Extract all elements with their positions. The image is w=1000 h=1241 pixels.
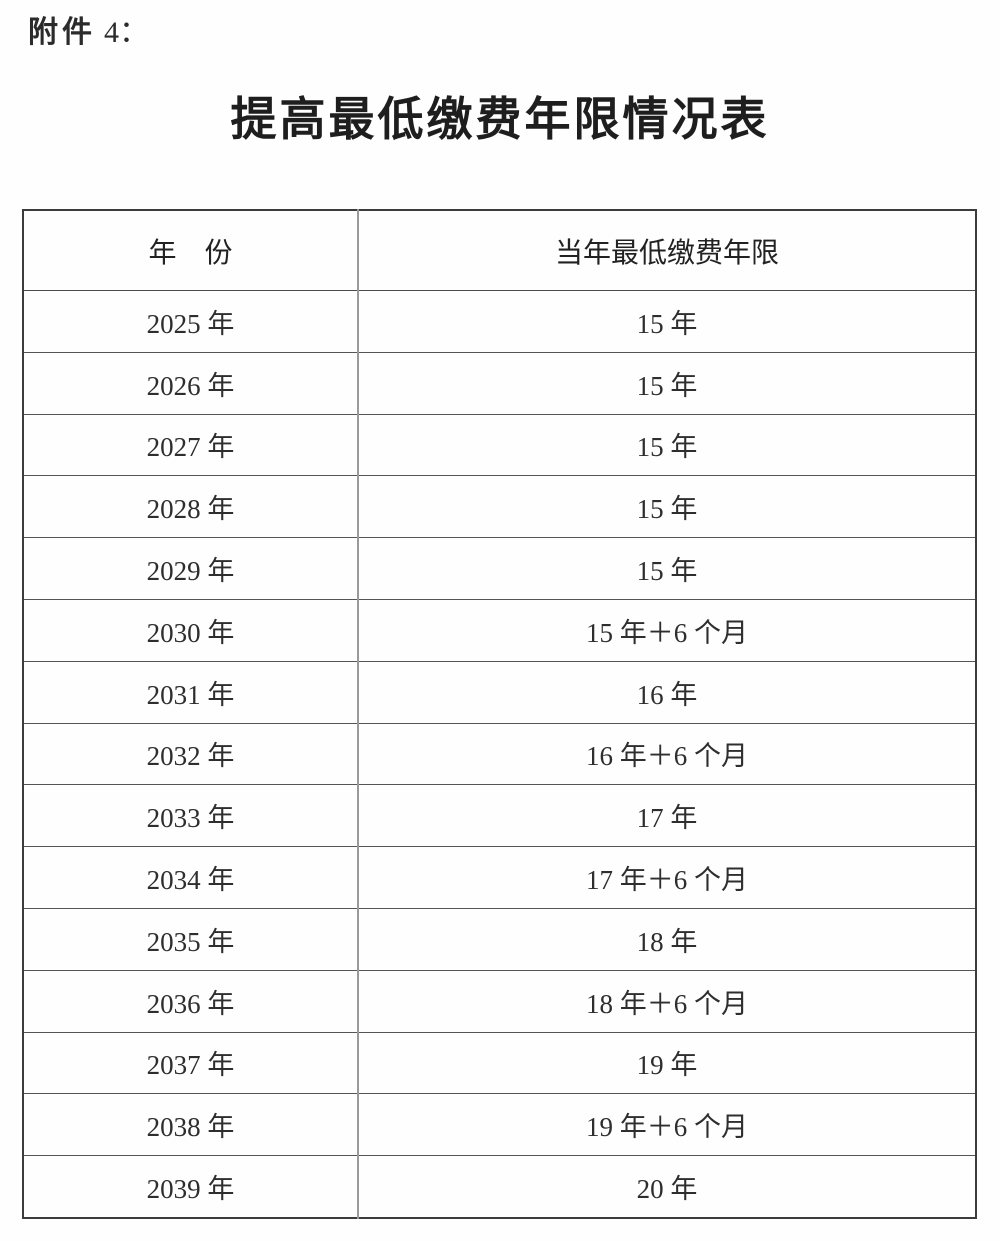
- table-row: 2025 年 15 年: [23, 290, 976, 353]
- min-years-cell: 15 年: [358, 290, 976, 353]
- min-years-cell: 16 年: [358, 660, 976, 724]
- year-cell: 2038 年: [23, 1093, 359, 1156]
- table-row: 2036 年 18 年＋6 个月: [23, 969, 976, 1033]
- attachment-label: 附件 4：: [28, 12, 149, 54]
- table-row: 2026 年 15 年: [23, 351, 976, 415]
- year-cell: 2035 年: [23, 907, 359, 971]
- min-years-cell: 17 年＋6 个月: [358, 846, 976, 909]
- table-row: 2038 年 19 年＋6 个月: [23, 1093, 976, 1156]
- year-cell: 2026 年: [23, 351, 359, 415]
- attachment-label-number: 4：: [104, 16, 149, 49]
- min-years-cell: 17 年: [358, 784, 976, 847]
- year-cell: 2028 年: [23, 475, 359, 538]
- min-years-cell: 15 年: [358, 537, 976, 600]
- table-row: 2030 年 15 年＋6 个月: [23, 598, 976, 662]
- year-cell: 2036 年: [23, 969, 359, 1033]
- year-cell: 2027 年: [23, 413, 359, 476]
- min-years-cell: 15 年＋6 个月: [358, 598, 976, 662]
- min-years-cell: 15 年: [358, 351, 976, 415]
- table-row: 2027 年 15 年: [23, 413, 976, 476]
- min-years-cell: 15 年: [358, 475, 976, 538]
- table-row: 2031 年 16 年: [23, 660, 976, 724]
- attachment-label-text: 附件: [28, 16, 96, 49]
- min-years-cell: 18 年: [358, 907, 976, 971]
- year-cell: 2030 年: [23, 598, 359, 662]
- table-row: 2035 年 18 年: [23, 907, 976, 971]
- min-years-cell: 16 年＋6 个月: [358, 722, 976, 785]
- min-years-cell: 18 年＋6 个月: [358, 969, 976, 1033]
- table-row: 2037 年 19 年: [23, 1031, 976, 1094]
- table-row: 2033 年 17 年: [23, 784, 976, 847]
- page-title: 提高最低缴费年限情况表: [230, 94, 770, 145]
- table-row: 2029 年 15 年: [23, 537, 976, 600]
- table-row: 2028 年 15 年: [23, 475, 976, 538]
- year-cell: 2025 年: [23, 290, 359, 353]
- min-years-cell: 20 年: [358, 1155, 976, 1218]
- year-cell: 2033 年: [23, 784, 359, 847]
- min-years-cell: 15 年: [358, 413, 976, 476]
- year-cell: 2034 年: [23, 846, 359, 909]
- contribution-years-table: 年 份 当年最低缴费年限 2025 年 15 年 2026 年 15 年 202…: [22, 209, 977, 1219]
- year-cell: 2032 年: [23, 722, 359, 785]
- min-years-column-header: 当年最低缴费年限: [358, 210, 976, 291]
- table-header-row: 年 份 当年最低缴费年限: [23, 210, 976, 291]
- min-years-cell: 19 年: [358, 1031, 976, 1094]
- year-cell: 2037 年: [23, 1031, 359, 1094]
- table-container: 年 份 当年最低缴费年限 2025 年 15 年 2026 年 15 年 202…: [22, 209, 977, 1219]
- min-years-cell: 19 年＋6 个月: [358, 1093, 976, 1156]
- table-row: 2032 年 16 年＋6 个月: [23, 722, 976, 785]
- year-column-header: 年 份: [23, 210, 359, 291]
- year-cell: 2029 年: [23, 537, 359, 600]
- year-cell: 2031 年: [23, 660, 359, 724]
- table-row: 2039 年 20 年: [23, 1155, 976, 1218]
- table-row: 2034 年 17 年＋6 个月: [23, 846, 976, 909]
- year-cell: 2039 年: [23, 1155, 359, 1218]
